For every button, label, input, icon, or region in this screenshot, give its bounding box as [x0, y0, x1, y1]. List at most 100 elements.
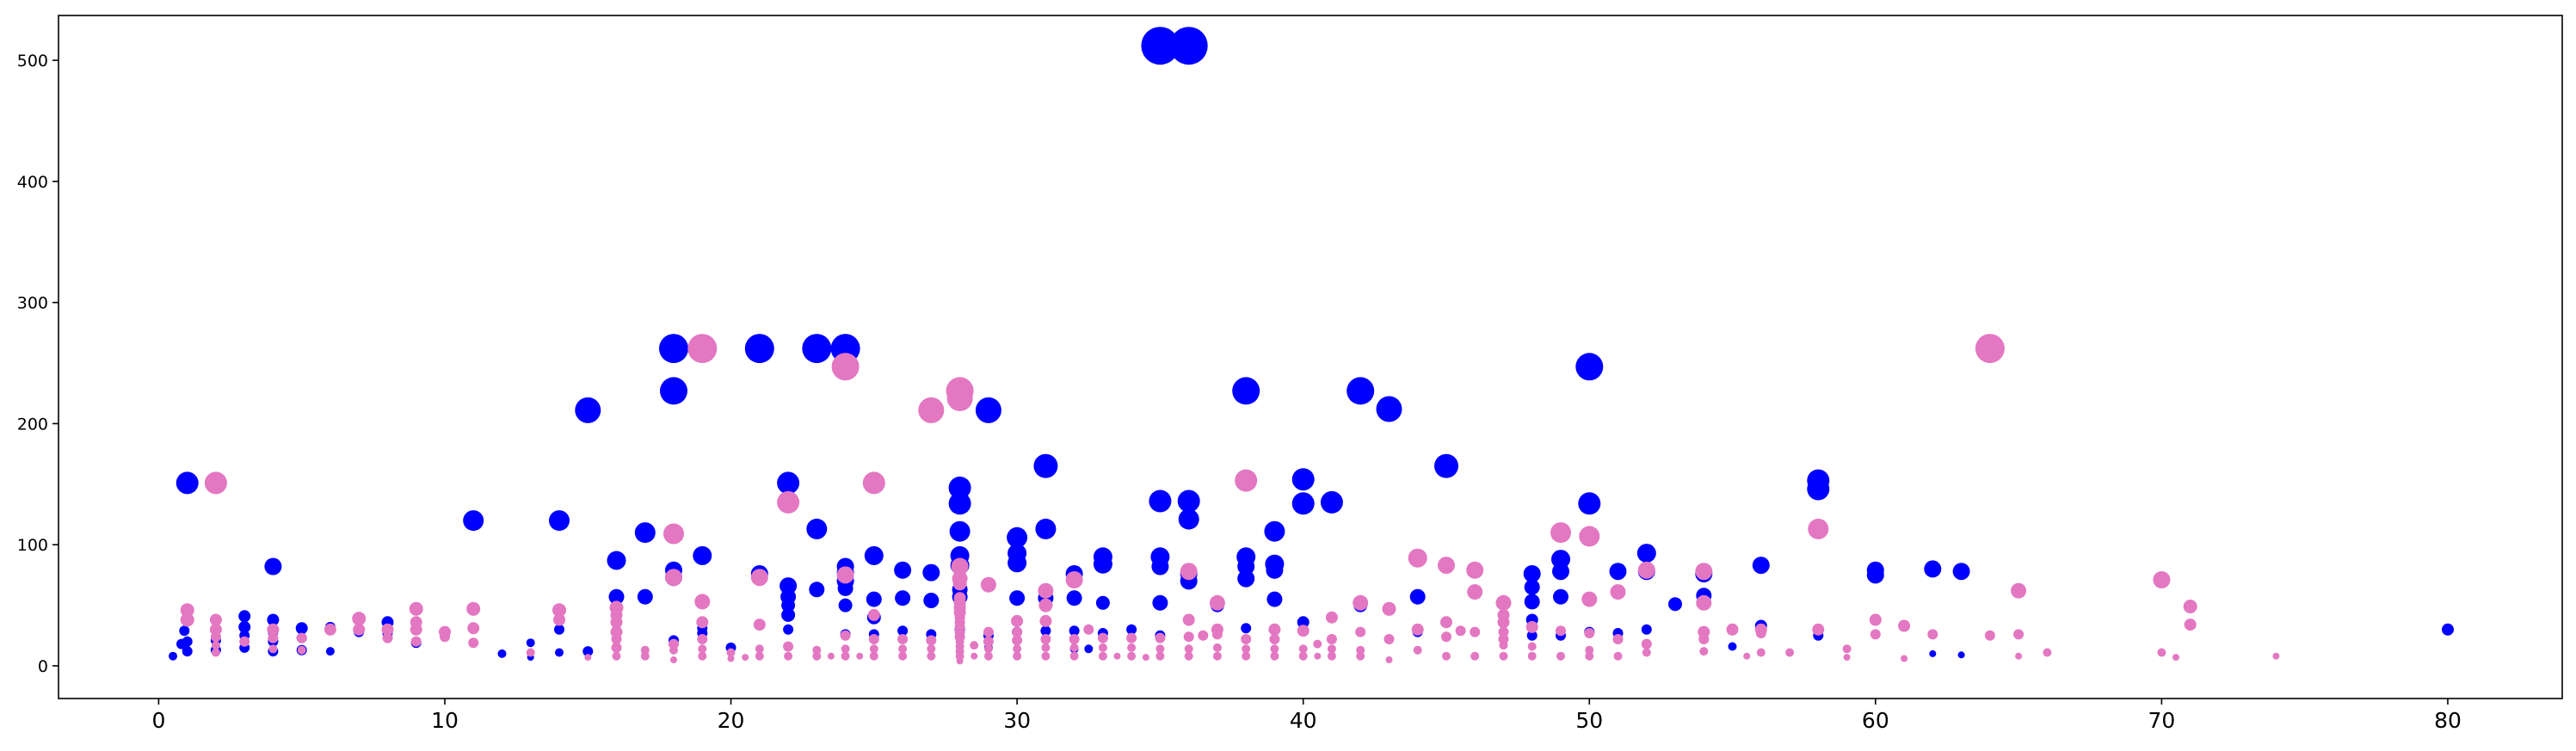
- series-2-point-31: [552, 603, 566, 618]
- series-2-point-153: [1270, 644, 1279, 654]
- series-2-point-205: [1642, 648, 1651, 657]
- series-2-point-150: [1241, 634, 1252, 644]
- series-2-point-68: [840, 630, 851, 641]
- series-2-point-168: [1353, 594, 1369, 611]
- series-2-point-59: [750, 569, 768, 587]
- series-1-point-158: [1728, 642, 1737, 651]
- series-1-point-92: [1007, 526, 1028, 548]
- series-1-point-76: [922, 563, 940, 582]
- series-2-point-231: [2013, 629, 2024, 640]
- series-2-point-110: [1013, 651, 1022, 661]
- series-2-point-234: [2157, 648, 2166, 657]
- series-1-point-149: [1575, 353, 1604, 381]
- plot-frame: [58, 15, 2563, 699]
- series-2-point-147: [1209, 594, 1225, 611]
- series-1-point-137: [1434, 453, 1458, 478]
- series-2-point-118: [1039, 614, 1052, 627]
- series-2-point-7: [209, 613, 222, 626]
- series-1-point-155: [1668, 597, 1682, 612]
- series-2-point-36: [610, 625, 623, 638]
- series-2-point-132: [1126, 632, 1137, 643]
- series-2-point-221: [1843, 654, 1851, 662]
- series-2-point-26: [468, 637, 479, 649]
- points-layer: [169, 27, 2454, 665]
- series-2-point-191: [1527, 651, 1537, 661]
- series-1-point-33: [549, 510, 570, 532]
- series-2-point-137: [1184, 651, 1193, 661]
- series-2-point-40: [640, 651, 650, 661]
- series-2-point-16: [353, 623, 366, 636]
- series-2-point-112: [1012, 635, 1023, 646]
- series-2-point-122: [1069, 643, 1079, 652]
- series-2-point-9: [239, 636, 250, 647]
- series-1-point-56: [777, 471, 800, 495]
- series-2-point-102: [946, 377, 974, 405]
- series-1-point-16: [267, 613, 280, 626]
- series-1-point-71: [897, 625, 909, 637]
- series-2-point-217: [1754, 623, 1767, 636]
- series-2-point-79: [897, 634, 909, 644]
- series-2-point-29: [526, 648, 535, 657]
- series-2-point-114: [1011, 614, 1024, 627]
- series-1-point-6: [176, 471, 199, 495]
- series-2-point-182: [1467, 584, 1483, 600]
- y-tick-label: 500: [17, 52, 48, 71]
- series-2-point-189: [1497, 608, 1510, 621]
- series-1-point-5: [182, 636, 193, 647]
- series-1-point-70: [864, 545, 884, 565]
- series-2-point-149: [1242, 644, 1251, 654]
- series-1-point-36: [608, 588, 625, 605]
- series-1-point-47: [693, 545, 712, 565]
- series-2-point-177: [1440, 616, 1452, 629]
- series-2-point-120: [1038, 582, 1054, 599]
- series-2-point-179: [1455, 625, 1466, 637]
- series-2-point-212: [1695, 563, 1713, 581]
- series-2-point-181: [1470, 626, 1481, 637]
- series-1-point-12: [238, 610, 251, 623]
- series-2-point-206: [1641, 638, 1652, 649]
- series-1-point-144: [1553, 588, 1568, 605]
- series-2-point-133: [1142, 654, 1149, 662]
- series-2-point-203: [1612, 634, 1624, 644]
- series-2-point-198: [1585, 645, 1594, 655]
- series-2-point-162: [1327, 644, 1336, 654]
- series-2-point-170: [1384, 634, 1395, 644]
- series-2-point-175: [1442, 651, 1451, 661]
- series-2-point-194: [1556, 651, 1565, 661]
- series-2-point-45: [665, 569, 682, 587]
- series-2-point-71: [856, 652, 864, 660]
- x-tick-label: 70: [2148, 708, 2175, 733]
- series-2-point-60: [784, 651, 793, 661]
- series-2-point-76: [862, 471, 885, 495]
- series-1-point-72: [895, 590, 911, 606]
- series-2-point-218: [1785, 648, 1795, 657]
- series-2-point-196: [1550, 522, 1571, 544]
- series-2-point-192: [1527, 642, 1537, 651]
- series-2-point-111: [1013, 644, 1022, 654]
- series-1-point-51: [783, 624, 794, 635]
- series-1-point-166: [1929, 649, 1937, 657]
- series-2-point-113: [1012, 626, 1023, 637]
- series-1-point-43: [660, 377, 687, 405]
- y-tick-label: 300: [17, 294, 48, 313]
- series-2-point-195: [1556, 625, 1566, 637]
- series-2-point-83: [918, 397, 945, 423]
- series-1-point-21: [325, 647, 335, 656]
- series-2-point-197: [1585, 651, 1594, 661]
- series-1-point-133: [1347, 377, 1375, 405]
- series-2-point-130: [1127, 651, 1137, 661]
- series-2-point-105: [983, 651, 993, 661]
- series-2-point-34: [611, 642, 622, 653]
- series-2-point-211: [1696, 594, 1712, 611]
- series-2-point-53: [727, 655, 735, 662]
- series-2-point-74: [868, 634, 879, 644]
- series-2-point-208: [1699, 647, 1709, 656]
- series-2-point-100: [951, 557, 969, 576]
- series-2-point-123: [1069, 634, 1080, 644]
- series-2: [180, 334, 2280, 665]
- series-2-point-19: [381, 623, 394, 636]
- series-1-point-138: [1526, 630, 1538, 641]
- series-1-point-103: [1095, 595, 1110, 610]
- series-1-point-69: [866, 591, 882, 607]
